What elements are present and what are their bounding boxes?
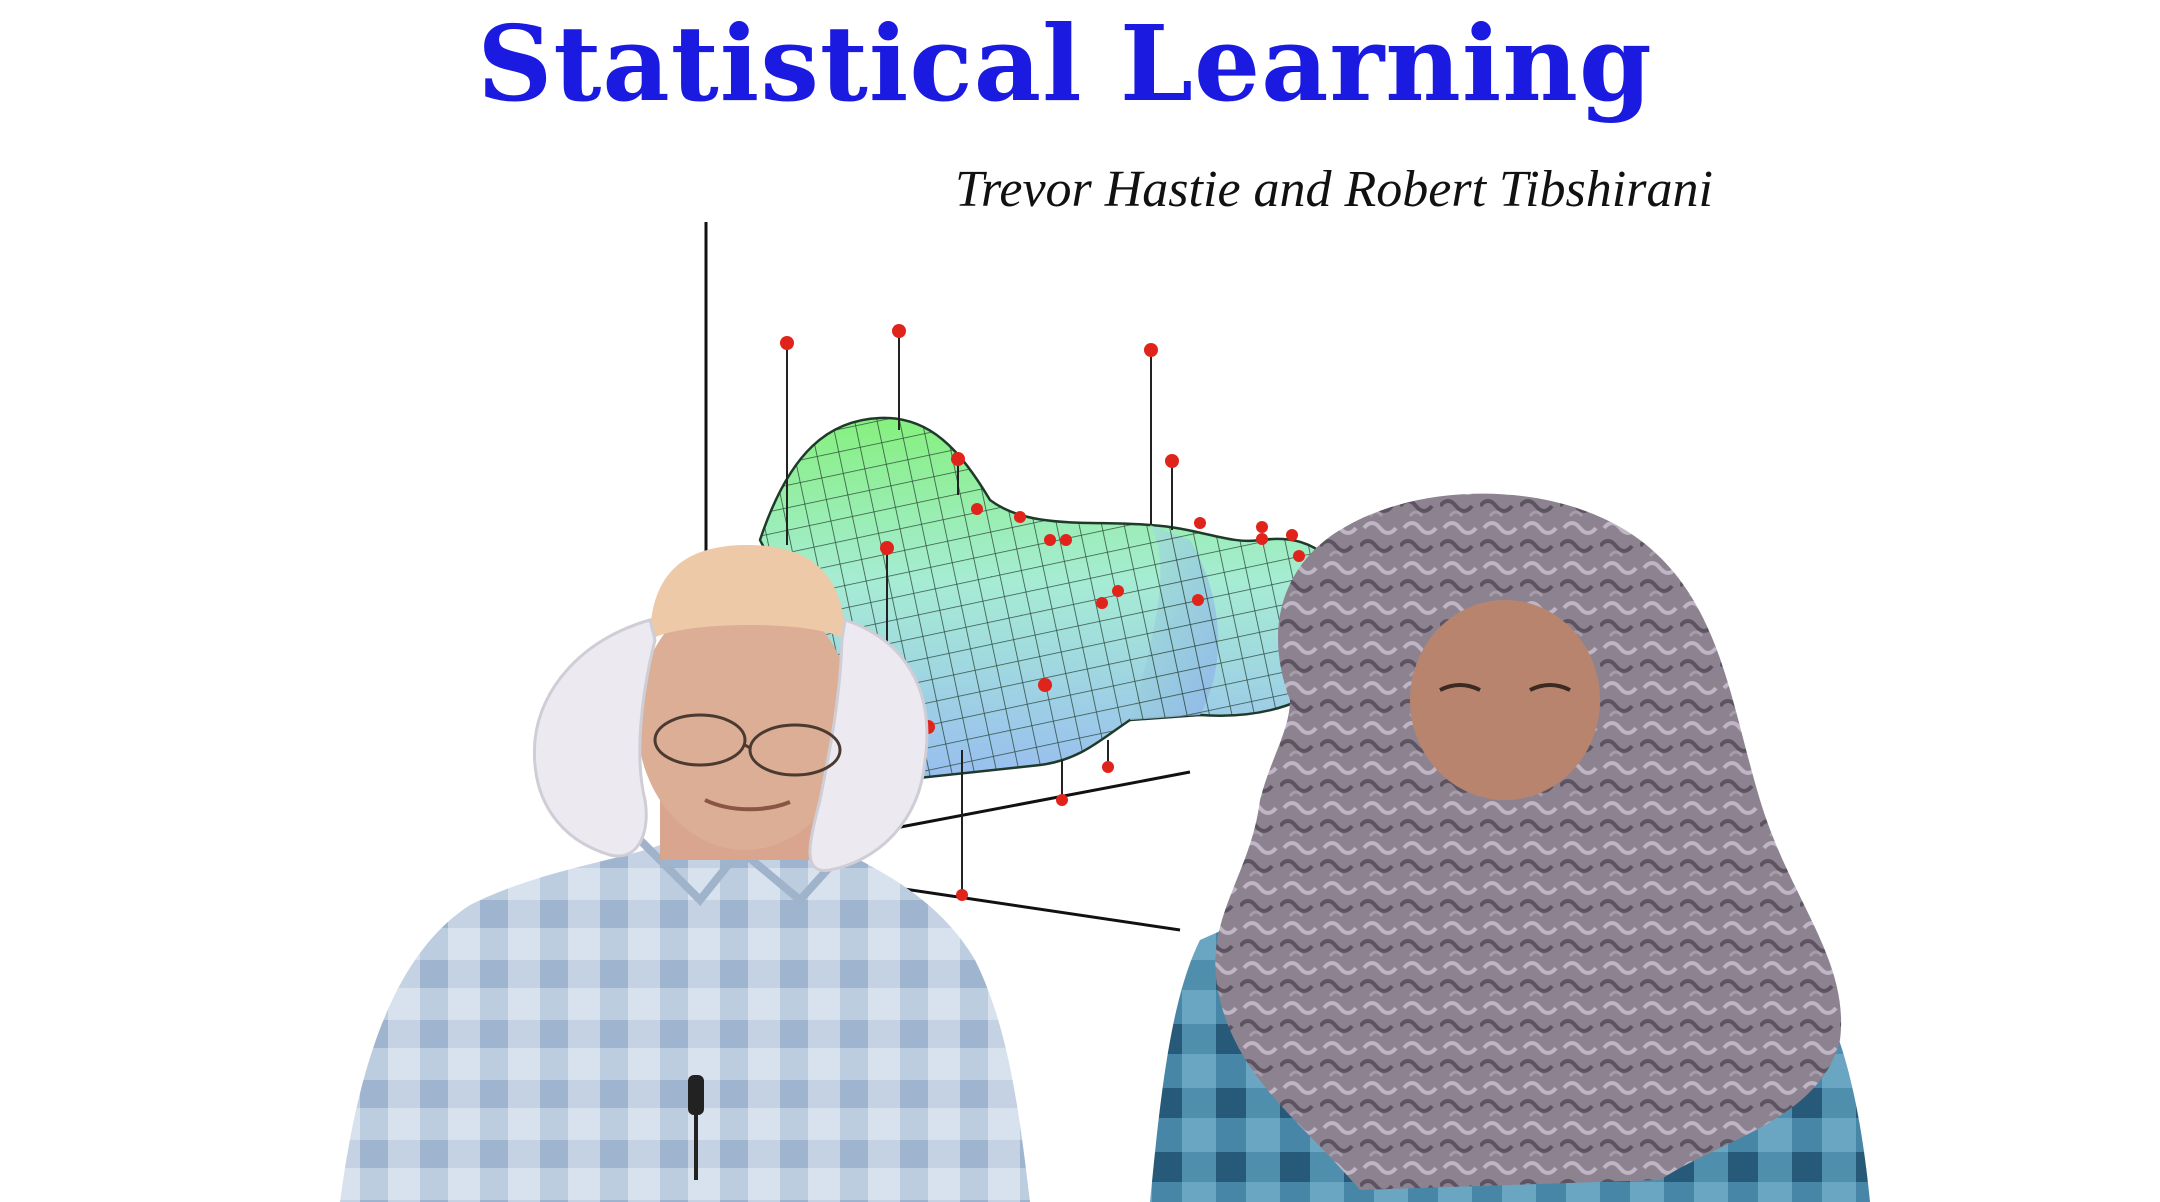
person-left-white-hair	[532, 618, 929, 872]
slide-authors: Trevor Hastie and Robert Tibshirani	[955, 161, 1713, 218]
data-point	[1256, 521, 1268, 533]
data-point	[880, 541, 894, 555]
data-point	[1014, 511, 1026, 523]
data-point	[1144, 343, 1158, 357]
data-point	[951, 452, 965, 466]
data-point	[1293, 550, 1305, 562]
data-point	[1192, 594, 1204, 606]
data-point	[1165, 454, 1179, 468]
data-point-markers	[780, 324, 1370, 901]
data-point	[1044, 534, 1056, 546]
person-right-beard	[1371, 760, 1639, 1040]
data-point	[1112, 585, 1124, 597]
data-point	[1102, 761, 1114, 773]
data-point	[956, 889, 968, 901]
person-left-shirt	[340, 845, 1030, 1202]
data-point	[971, 503, 983, 515]
person-right-face	[1410, 600, 1600, 800]
data-point	[1038, 678, 1052, 692]
person-left-bald-cap	[650, 545, 845, 640]
data-point	[1056, 794, 1068, 806]
data-point	[1286, 529, 1298, 541]
person-right	[1150, 493, 1870, 1202]
slide-title: Statistical Learning	[477, 2, 1653, 125]
data-point	[1256, 533, 1268, 545]
lapel-microphone	[688, 1075, 704, 1115]
data-point	[1096, 597, 1108, 609]
data-point	[1060, 534, 1072, 546]
data-point	[1194, 517, 1206, 529]
glasses-icon	[653, 713, 842, 777]
person-left	[340, 545, 1030, 1202]
data-point	[780, 336, 794, 350]
data-point	[892, 324, 906, 338]
person-left-face	[637, 590, 853, 850]
